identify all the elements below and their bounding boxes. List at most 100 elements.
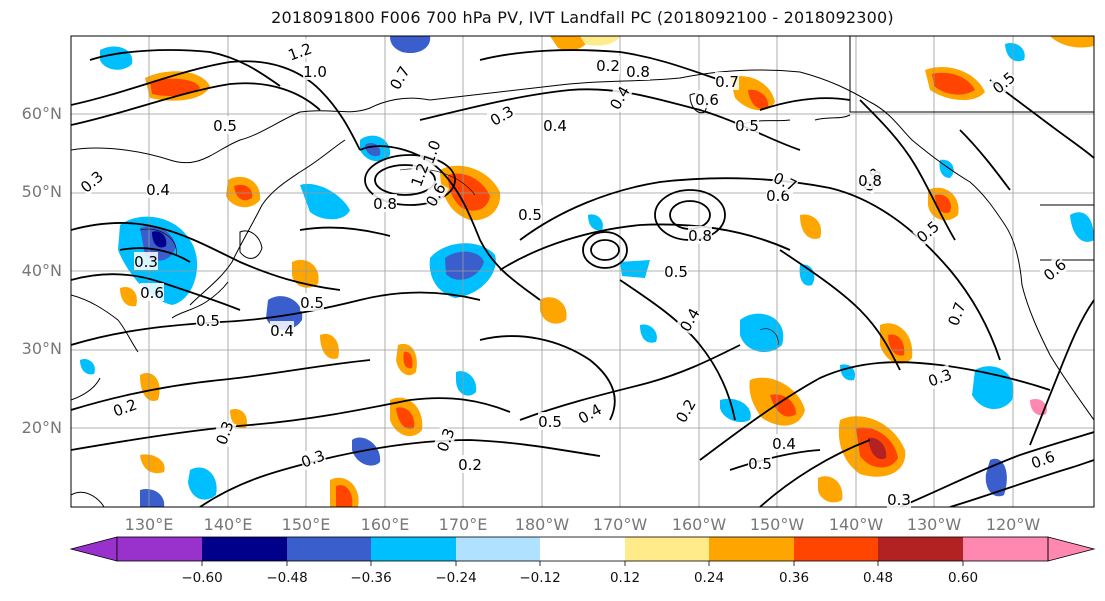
- contour-label-background: [270, 321, 294, 339]
- contour-label-text: 0.4: [543, 117, 567, 135]
- colorbar-tick-label: 0.36: [778, 570, 810, 586]
- colorbar-extend-high: [1047, 536, 1096, 562]
- positive-anomaly: [540, 297, 567, 324]
- contour-label-background: [140, 283, 164, 301]
- positive-anomaly: [234, 184, 253, 201]
- positive-anomaly: [932, 72, 975, 95]
- contour-label-background: [664, 262, 688, 280]
- contour-label-text: 0.5: [300, 294, 324, 312]
- contour-label-text: 0.2: [458, 456, 482, 474]
- contour-label-background: [988, 67, 1019, 97]
- contour-label-background: [596, 56, 620, 74]
- contour-label-text: 0.4: [575, 400, 605, 428]
- contour-label: 0.3: [298, 445, 328, 472]
- colorbar-tick-label: −0.36: [350, 570, 392, 586]
- contour-label-text: 0.3: [134, 253, 158, 271]
- colorbar-tick-label: 0.48: [862, 570, 894, 586]
- contour-label: 0.2: [671, 395, 700, 426]
- colorbar-outline: [116, 536, 1049, 562]
- positive-anomaly: [140, 372, 160, 401]
- contour-label-background: [748, 454, 772, 472]
- contour-label-text: 0.3: [926, 365, 955, 390]
- colorbar-tick-label: −0.60: [181, 570, 223, 586]
- contour-label: 0.4: [574, 399, 605, 428]
- contour-label-text: 0.4: [270, 322, 294, 340]
- negative-anomaly: [620, 260, 650, 278]
- contour-label-text: 0.5: [664, 263, 688, 281]
- colorbar-tick-label: 0.12: [609, 570, 641, 586]
- lon-label-120w: 120°W: [985, 515, 1041, 534]
- positive-anomaly: [800, 214, 822, 239]
- negative-anomaly: [640, 324, 657, 343]
- contour-label-text: 0.6: [695, 91, 719, 109]
- contour-label: 1.0: [303, 62, 327, 81]
- contour-label-background: [373, 194, 397, 212]
- contour-label: 0.6: [1039, 254, 1070, 285]
- contour-label-background: [887, 490, 911, 508]
- contour-label-background: [574, 399, 605, 427]
- contour-label-background: [605, 82, 633, 113]
- contour-label-text: 0.5: [538, 413, 562, 431]
- positive-anomaly: [320, 333, 339, 359]
- negative-anomaly: [390, 36, 431, 54]
- contour-label-text: 0.5: [213, 117, 237, 135]
- contour-label: 0.4: [675, 304, 704, 335]
- contour-label: 0.5: [912, 216, 943, 247]
- contour-label-background: [213, 116, 237, 134]
- contour-label-background: [518, 205, 542, 223]
- lat-label-20n: 20°N: [21, 418, 62, 437]
- contour-label-background: [134, 252, 158, 270]
- contour-label: 0.5: [664, 262, 688, 281]
- lon-label-130e: 130°E: [124, 515, 174, 534]
- contour-label-text: 0.3: [299, 446, 328, 471]
- contour-label-background: [626, 62, 650, 80]
- contour-label: 0.8: [858, 171, 882, 190]
- contour-label-text: 0.7: [944, 300, 969, 329]
- colorbar-segment: [963, 537, 1048, 561]
- contour-label: 0.3: [432, 425, 459, 455]
- lat-label-60n: 60°N: [21, 104, 62, 123]
- contour-label: 0.4: [270, 321, 294, 340]
- colorbar-segment: [456, 537, 540, 561]
- contour-label-text: 0.3: [433, 426, 458, 455]
- positive-anomaly: [230, 408, 247, 429]
- colorbar-segment: [202, 537, 287, 561]
- colorbar-tick-label: −0.12: [519, 570, 561, 586]
- contour-label-background: [1028, 446, 1058, 472]
- contour-label-text: 0.3: [487, 102, 517, 130]
- colorbar-tick-label: 0.60: [947, 570, 979, 586]
- contour-label: 0.7: [385, 62, 414, 93]
- contour-label: 0.5: [196, 311, 220, 330]
- contour-label: 0.4: [543, 116, 567, 135]
- contour-label: 0.3: [76, 166, 107, 197]
- contour-label-background: [538, 412, 562, 430]
- negative-anomaly: [720, 398, 751, 423]
- contour-label-text: 0.7: [715, 73, 739, 91]
- contour-label-background: [432, 425, 458, 455]
- negative-anomaly: [352, 437, 381, 466]
- lon-label-150w: 150°W: [749, 515, 805, 534]
- colorbar-segment: [794, 537, 878, 561]
- contour-label-background: [675, 304, 703, 335]
- contour-label-text: 0.5: [748, 455, 772, 473]
- contour-label-text: 0.4: [676, 305, 704, 335]
- contour-label-background: [912, 216, 943, 246]
- negative-anomaly: [140, 488, 165, 507]
- contour-label-background: [688, 226, 712, 244]
- contour-label: 0.6: [766, 186, 790, 205]
- colorbar-segment: [287, 537, 371, 561]
- contour-label-background: [196, 311, 220, 329]
- contours: [71, 49, 1094, 507]
- colorbar-segment: [540, 537, 625, 561]
- contour-label-background: [146, 180, 170, 198]
- contour-label-text: 0.4: [772, 435, 796, 453]
- contour-label-text: 0.8: [858, 172, 882, 190]
- contour-label-text: 0.5: [989, 68, 1019, 97]
- negative-anomaly: [152, 231, 167, 248]
- positive-anomaly: [403, 351, 413, 369]
- contour-label: 0.4: [605, 82, 634, 113]
- negative-anomaly: [985, 458, 1007, 497]
- colorbar-segment: [371, 537, 456, 561]
- contour-label: 0.5: [735, 116, 759, 135]
- contour-label-text: 0.3: [887, 491, 911, 509]
